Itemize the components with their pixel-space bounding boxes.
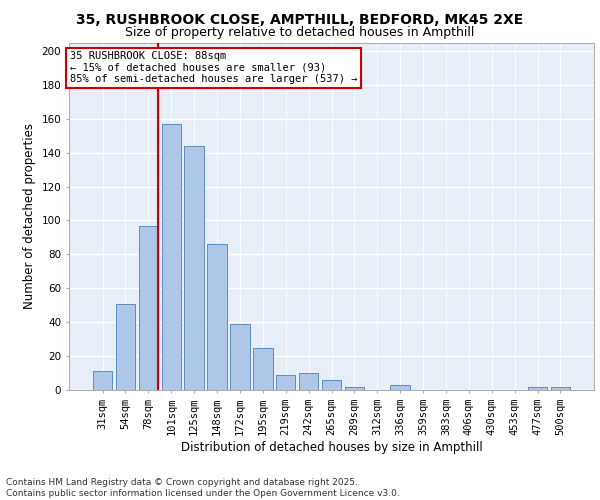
Bar	[116, 304, 135, 390]
Bar	[230, 324, 250, 390]
Bar	[208, 244, 227, 390]
Bar	[299, 373, 319, 390]
Text: Contains HM Land Registry data © Crown copyright and database right 2025.
Contai: Contains HM Land Registry data © Crown c…	[6, 478, 400, 498]
X-axis label: Distribution of detached houses by size in Ampthill: Distribution of detached houses by size …	[181, 440, 482, 454]
Bar	[139, 226, 158, 390]
Bar	[344, 386, 364, 390]
Bar	[276, 374, 295, 390]
Text: 35 RUSHBROOK CLOSE: 88sqm
← 15% of detached houses are smaller (93)
85% of semi-: 35 RUSHBROOK CLOSE: 88sqm ← 15% of detac…	[70, 51, 358, 84]
Bar	[184, 146, 204, 390]
Bar	[551, 386, 570, 390]
Bar	[391, 385, 410, 390]
Bar	[322, 380, 341, 390]
Text: Size of property relative to detached houses in Ampthill: Size of property relative to detached ho…	[125, 26, 475, 39]
Y-axis label: Number of detached properties: Number of detached properties	[23, 123, 36, 309]
Text: 35, RUSHBROOK CLOSE, AMPTHILL, BEDFORD, MK45 2XE: 35, RUSHBROOK CLOSE, AMPTHILL, BEDFORD, …	[76, 12, 524, 26]
Bar	[93, 372, 112, 390]
Bar	[253, 348, 272, 390]
Bar	[528, 386, 547, 390]
Bar	[161, 124, 181, 390]
